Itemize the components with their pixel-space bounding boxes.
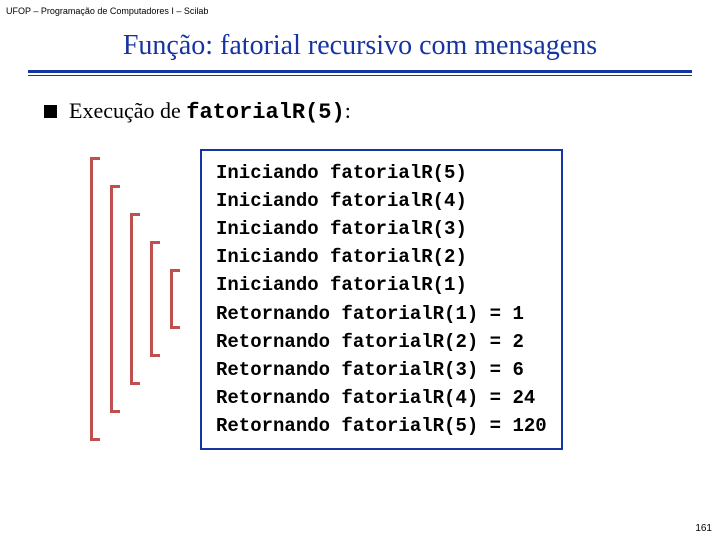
bracket (110, 185, 120, 413)
page-number: 161 (695, 523, 712, 534)
bullet-icon (44, 105, 57, 118)
body-code: fatorialR(5) (186, 100, 344, 125)
body-line: Execução de fatorialR(5): (0, 76, 720, 125)
body-prefix: Execução de (69, 98, 186, 123)
recursion-diagram: Iniciando fatorialR(5) Iniciando fatoria… (90, 149, 720, 450)
bracket (130, 213, 140, 385)
slide-title: Função: fatorial recursivo com mensagens (0, 30, 720, 62)
output-codebox: Iniciando fatorialR(5) Iniciando fatoria… (200, 149, 563, 450)
course-header: UFOP – Programação de Computadores I – S… (0, 0, 720, 16)
bracket (90, 157, 100, 441)
bracket (150, 241, 160, 357)
body-text: Execução de fatorialR(5): (69, 98, 351, 125)
recursion-brackets (90, 151, 200, 449)
bracket (170, 269, 180, 329)
body-suffix: : (345, 98, 351, 123)
